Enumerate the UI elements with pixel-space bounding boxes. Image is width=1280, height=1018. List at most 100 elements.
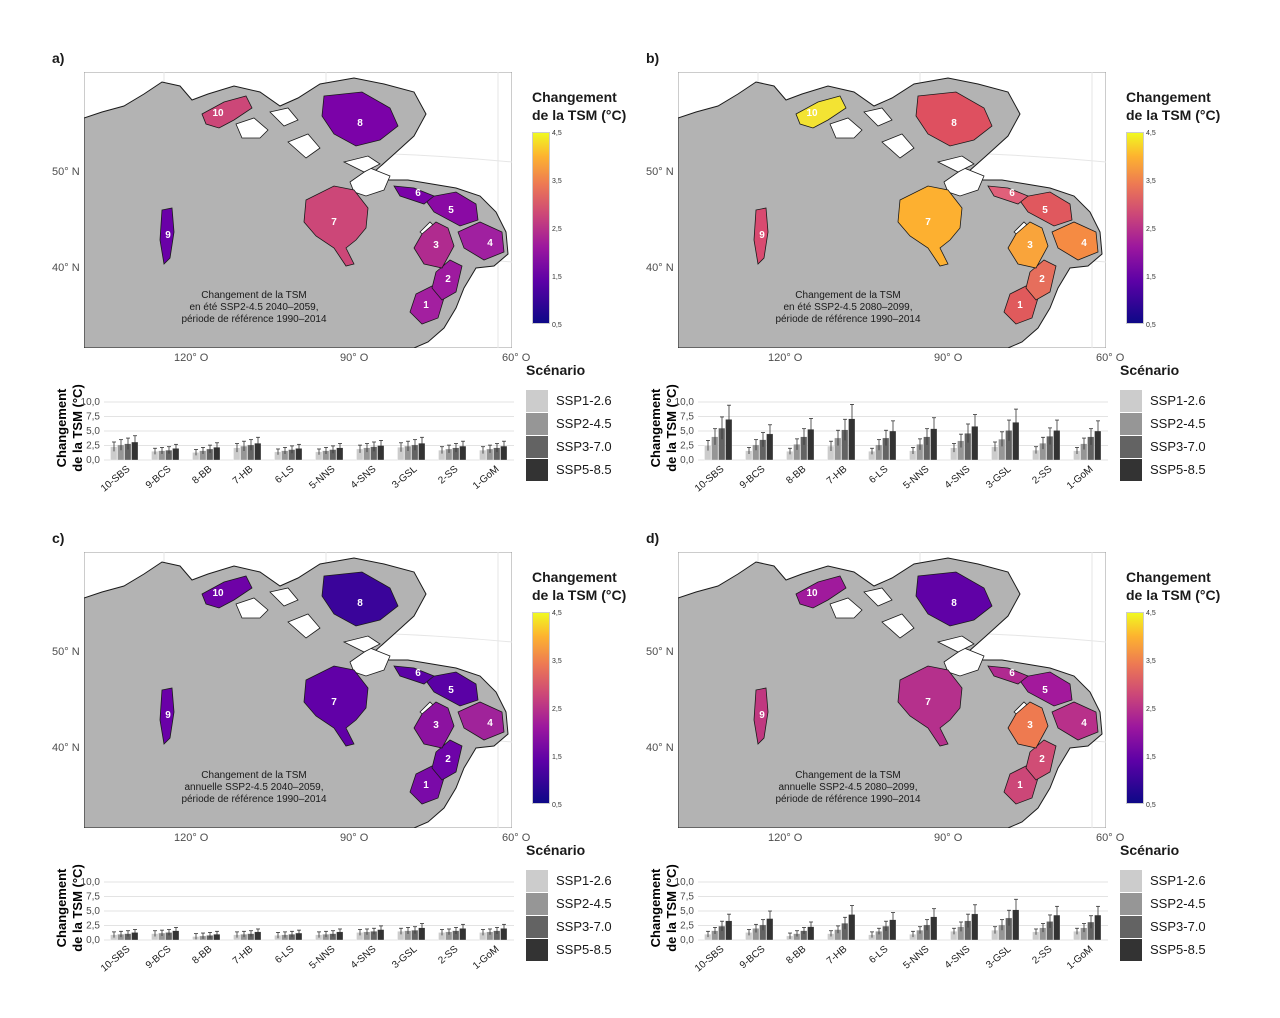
legend-label: SSP5-8.5 [556,462,612,477]
bar-ytick: 0,0 [86,455,100,466]
legend-swatch [1120,916,1142,938]
region-10 [201,95,253,129]
bar-ylabel-line1: Changement [54,868,69,947]
bar-chart-svg: Changement de la TSM (°C)10,0 7,5 5,0 2,5 0,0… [54,384,514,495]
region-label-8: 8 [357,118,363,129]
bar-xtick: 4-SNS [349,464,379,492]
lon-label: 90° O [340,832,369,844]
region-5 [423,191,479,227]
region-label-10: 10 [212,588,224,599]
region-label-3: 3 [1027,720,1033,731]
region-7 [897,665,963,747]
map-caption-line: période de référence 1990–2014 [181,314,327,325]
colorbar-tick: 3,5 [1146,658,1156,665]
water-body [235,597,269,619]
region-label-7: 7 [925,697,931,708]
bar-xtick: 8-BB [190,944,214,967]
legend-label: SSP2-4.5 [556,416,612,431]
bar-ylabel-line1: Changement [54,388,69,467]
region-label-1: 1 [423,780,429,791]
map-caption-line: Changement de la TSM [201,770,306,781]
region-label-5: 5 [1042,205,1048,216]
region-10 [795,95,847,129]
region-label-7: 7 [925,217,931,228]
region-label-1: 1 [423,300,429,311]
colorbar-tick: 3,5 [1146,178,1156,185]
region-label-7: 7 [331,697,337,708]
legend-label: SSP1-2.6 [1150,393,1206,408]
region-label-2: 2 [445,754,451,765]
bar-ytick: 5,0 [680,426,694,437]
legend-label: SSP1-2.6 [556,873,612,888]
colorbar-tick: 2,5 [1146,706,1156,713]
region-8 [915,571,993,627]
bar-ytick: 5,0 [86,906,100,917]
region-4 [457,701,505,741]
bar-xtick: 10-SBS [693,944,727,975]
bar-xtick: 6-LS [273,464,297,486]
bar-xtick: 9-BCS [738,944,768,972]
map-caption-line: annuelle SSP2-4.5 2080–2099, [778,782,917,793]
bar-xtick: 4-SNS [943,944,973,972]
legend-label: SSP2-4.5 [556,896,612,911]
legend-swatch [526,459,548,481]
colorbar [1126,132,1144,324]
colorbar-tick: 4,5 [1146,610,1156,617]
bar-ytick: 2,5 [680,921,694,932]
colorbar-title-line2: de la TSM (°C) [1126,107,1221,123]
water-body [269,107,299,127]
region-9 [753,207,769,265]
water-body [936,155,975,173]
region-3 [1007,221,1049,269]
region-4 [1051,701,1099,741]
bar-xtick: 5-NNS [307,944,337,972]
bar-ytick: 10,0 [81,877,101,888]
bar-xtick: 8-BB [784,944,808,967]
bar-chart-svg: Changement de la TSM (°C)10,0 7,5 5,0 2,5 0,0… [54,864,514,974]
colorbar-tick: 4,5 [552,610,562,617]
bar-chart: Changement de la TSM (°C) 10,0 7,5 5,0 2,5 0,0… [646,842,1116,990]
legend-swatch [526,893,548,915]
region-7 [897,185,963,267]
lon-label: 90° O [340,352,369,364]
region-label-2: 2 [1039,754,1045,765]
bar-xtick: 6-LS [273,944,297,966]
region-1 [409,285,445,325]
water-body [235,117,269,139]
legend-swatch [526,916,548,938]
colorbar-tick: 1,5 [552,274,562,281]
lat-label: 50° N [646,646,674,658]
colorbar-tick: 3,5 [552,658,562,665]
land-mass [83,557,509,829]
colorbar [532,612,550,804]
bar-xtick: 2-SS [436,944,460,967]
bar-xtick: 10-SBS [99,464,133,495]
lat-label: 40° N [646,742,674,754]
region-label-10: 10 [806,108,818,119]
region-9 [159,207,175,265]
bar-ylabel-line2: de la TSM (°C) [70,864,85,952]
region-label-9: 9 [759,230,765,241]
bar-xtick: 5-NNS [901,464,931,492]
legend-swatch [526,939,548,961]
region-3 [413,701,455,749]
panel-label: b) [646,50,660,66]
map-caption-line: annuelle SSP2-4.5 2040–2059, [184,782,323,793]
bar-xtick: 8-BB [190,464,214,487]
region-3 [413,221,455,269]
lat-label: 50° N [52,166,80,178]
lat-label: 40° N [646,262,674,274]
bar-xtick: 7-HB [825,464,850,487]
panel-b: b) 1 2 3 4 5 6 7 8 9 10 Changement de la TSM en été … [646,50,1246,520]
bar-xtick: 8-BB [784,464,808,487]
region-5 [1017,191,1073,227]
region-label-8: 8 [951,118,957,129]
region-label-9: 9 [165,230,171,241]
region-7 [303,665,369,747]
region-label-5: 5 [448,205,454,216]
colorbar-title-line1: Changement [1126,89,1211,105]
region-10 [795,575,847,609]
panel-d: d) 1 2 3 4 5 6 7 8 9 10 Changement de la TSM annuell… [646,530,1246,1000]
lat-label: 40° N [52,262,80,274]
region-4 [1051,221,1099,261]
